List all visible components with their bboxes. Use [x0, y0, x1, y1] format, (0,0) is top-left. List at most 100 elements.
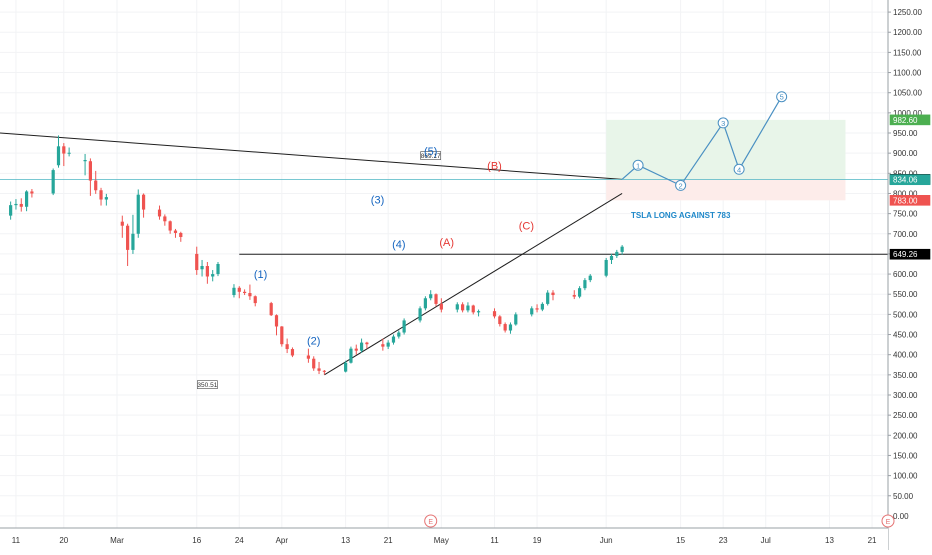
- candle-body: [253, 296, 257, 304]
- price-axis-bg: [888, 0, 932, 550]
- candle-body: [455, 304, 459, 310]
- candle: [157, 205, 162, 220]
- price-point-label: 869.17: [421, 153, 441, 160]
- candle: [179, 231, 183, 242]
- candle-body: [67, 152, 71, 154]
- price-axis[interactable]: 0.00 50.00 100.00 150.00 200.00 250.00 300.00 3…: [887, 0, 932, 550]
- price-tag-box: [889, 174, 931, 186]
- candle: [609, 253, 614, 264]
- price-tick-label: 1200.00: [893, 28, 922, 37]
- candle-body: [397, 332, 401, 337]
- candle: [391, 334, 396, 345]
- candle: [200, 259, 204, 277]
- time-axis[interactable]: 11 20 Mar 16 24 Apr 13 21 May 11 19 Jun 15 23 Jul 13 21 E…: [0, 514, 895, 550]
- price-tick-label: 400.00: [893, 351, 918, 360]
- price-tick-label: 150.00: [893, 451, 918, 460]
- candle-body: [344, 362, 348, 372]
- time-tick-label: 11: [12, 536, 21, 545]
- candle: [205, 261, 209, 284]
- candle-body: [237, 287, 241, 292]
- candle-body: [285, 344, 289, 350]
- candle: [141, 193, 146, 218]
- candle-body: [120, 221, 124, 226]
- candle: [253, 295, 257, 307]
- projection-node-label: 4: [737, 165, 741, 174]
- candle: [540, 302, 544, 312]
- gridlines: [0, 0, 888, 528]
- price-tick-label: 950.00: [893, 129, 918, 138]
- candle-body: [88, 161, 92, 181]
- candle-body: [179, 232, 183, 237]
- price-tick-label: 1050.00: [893, 89, 922, 98]
- projection-node-label: 5: [780, 93, 784, 102]
- time-axis-bg: [0, 528, 888, 550]
- earnings-marker: [881, 514, 895, 528]
- candle: [211, 270, 215, 282]
- risk-zone: [606, 179, 846, 201]
- candle-body: [359, 342, 364, 351]
- candle: [30, 189, 34, 198]
- candle-body: [136, 194, 140, 234]
- candle: [498, 315, 502, 327]
- candle: [583, 278, 587, 291]
- wave-label: (3): [371, 195, 384, 207]
- price-point-box: [420, 151, 442, 160]
- projection-node-label: 1: [636, 161, 640, 170]
- candle-body: [461, 304, 465, 311]
- candle: [535, 304, 539, 313]
- candle: [232, 284, 236, 298]
- trade-annotation: TSLA LONG AGAINST 783: [631, 211, 731, 220]
- candle: [88, 158, 92, 196]
- time-tick-label: 23: [719, 536, 728, 545]
- price-tick-label: 1150.00: [893, 48, 922, 57]
- candle-body: [211, 274, 215, 277]
- time-tick-label: 16: [192, 536, 201, 545]
- price-tick-label: 450.00: [893, 331, 918, 340]
- candle-body: [317, 368, 321, 371]
- price-tick-label: 0.00: [893, 512, 909, 521]
- candle: [216, 261, 220, 277]
- candle: [514, 312, 518, 326]
- candle-body: [269, 303, 273, 316]
- upper-trendline: [0, 132, 623, 180]
- trendlines: [0, 132, 888, 376]
- candle-body: [471, 305, 475, 313]
- price-tick-label: 200.00: [893, 431, 918, 440]
- candle-body: [9, 205, 13, 216]
- candle: [237, 286, 241, 299]
- candle-body: [577, 288, 582, 297]
- candle-body: [141, 194, 146, 210]
- price-tag-label: 649.26: [893, 250, 918, 259]
- candle: [471, 304, 475, 315]
- time-tick-label: 21: [868, 536, 877, 545]
- candle-body: [381, 344, 385, 347]
- candle: [604, 257, 608, 278]
- wave-label: (4): [392, 239, 405, 251]
- candle-body: [126, 225, 130, 250]
- candle-body: [423, 298, 427, 309]
- candle-body: [434, 294, 438, 304]
- candle: [418, 306, 422, 323]
- candle-body: [205, 266, 209, 277]
- candle-body: [429, 294, 433, 299]
- candle: [359, 338, 364, 353]
- candle: [242, 289, 247, 296]
- wave-labels: (1) (2) (3) (4) (5) (A) (B) (C): [254, 146, 534, 347]
- candle-body: [99, 190, 103, 200]
- earnings-marker-label: E: [886, 519, 891, 526]
- projection-node-label: 2: [679, 181, 683, 190]
- candle: [104, 193, 108, 206]
- wave-projection: 1 2 3 4 5: [621, 91, 788, 191]
- candle-body: [514, 314, 518, 325]
- candle-body: [349, 348, 353, 363]
- wave-label: (B): [487, 160, 502, 172]
- earnings-marker: [424, 514, 438, 528]
- price-tick-label: 250.00: [893, 411, 918, 420]
- time-tick-label: 19: [533, 536, 542, 545]
- candle-body: [476, 311, 481, 313]
- candlesticks: 350.51 869.17: [9, 135, 624, 389]
- candle: [546, 290, 550, 306]
- candle-body: [609, 255, 614, 260]
